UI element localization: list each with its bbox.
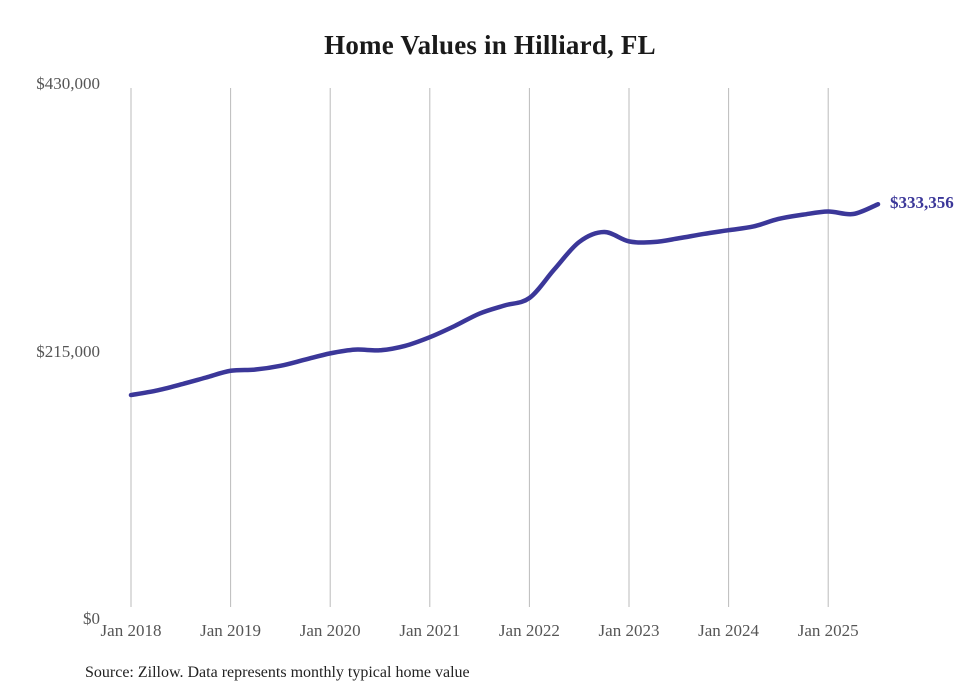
source-note: Source: Zillow. Data represents monthly … (85, 664, 470, 681)
x-tick-label: Jan 2020 (299, 621, 361, 640)
x-tick-label: Jan 2019 (200, 621, 262, 640)
end-value-label: $333,356 (890, 193, 954, 213)
y-tick-label: $0 (83, 609, 100, 628)
gridlines (130, 88, 829, 607)
x-tick-label: Jan 2025 (797, 621, 859, 640)
x-tick-label: Jan 2024 (698, 621, 760, 640)
x-tick-label: Jan 2021 (399, 621, 461, 640)
series-line-typical-home-value (128, 201, 881, 398)
chart-title: Home Values in Hilliard, FL (324, 30, 656, 60)
y-tick-label: $430,000 (36, 74, 100, 93)
x-tick-label: Jan 2018 (100, 621, 162, 640)
x-tick-label: Jan 2023 (598, 621, 660, 640)
x-tick-label: Jan 2022 (498, 621, 560, 640)
y-tick-label: $215,000 (36, 341, 100, 361)
